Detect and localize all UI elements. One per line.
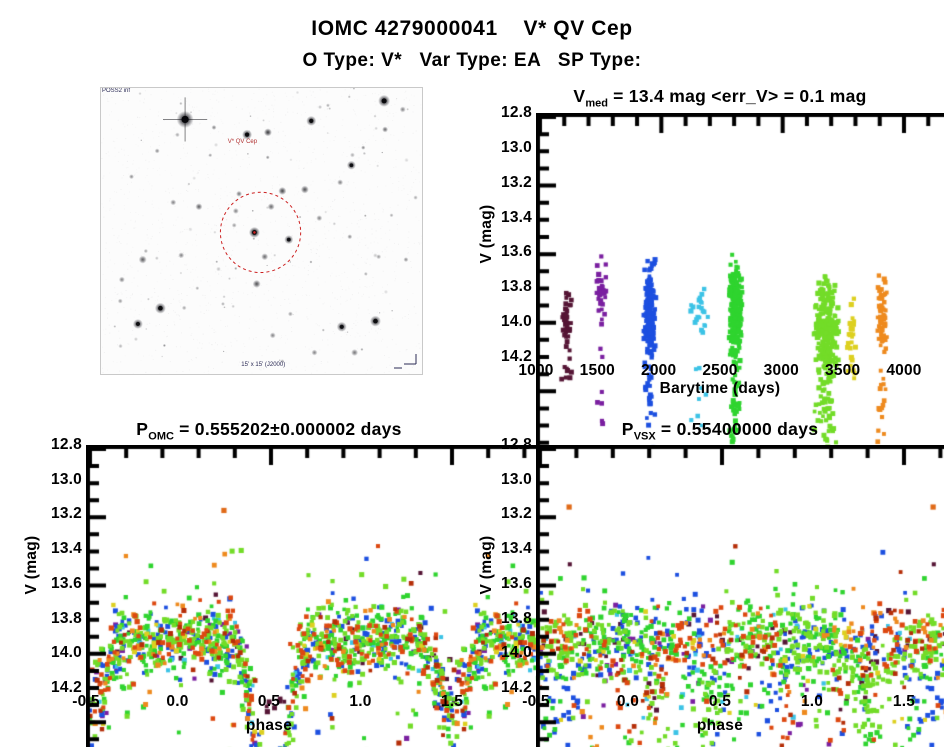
y-tick-label: 13.6 [51, 574, 82, 592]
x-tick-label: 2500 [702, 362, 738, 379]
y-tick-label: 13.2 [501, 173, 532, 191]
x-tick-label: 0.0 [166, 693, 189, 710]
vsx-ylabel: V (mag) [478, 535, 495, 595]
vsx-plot-title: PVSX = 0.55400000 days [621, 419, 819, 443]
finder-survey-label: POSS2 inf [102, 88, 131, 94]
x-tick-label: -0.5 [72, 693, 100, 710]
y-tick-label: 13.6 [501, 574, 532, 592]
finder-scale-label: 15' x 15' (J2000) [241, 361, 286, 368]
y-tick-label: 14.2 [51, 679, 82, 696]
omc-plot-title: POMC = 0.555202±0.000002 days [136, 419, 402, 443]
x-tick-label: 3000 [763, 362, 799, 379]
vsx-xlabel: phase [696, 717, 744, 734]
y-tick-label: 13.0 [51, 470, 82, 488]
y-tick-label: 13.2 [51, 505, 82, 523]
finder-chart: POSS2 inf V* QV Cep 15' x 15' (J2000) [100, 87, 423, 375]
omc-ylabel: V (mag) [23, 535, 40, 595]
y-tick-label: 13.4 [501, 540, 532, 558]
y-tick-label: 13.8 [501, 278, 532, 296]
x-tick-label: 1.5 [892, 693, 916, 710]
y-tick-label: 12.8 [501, 104, 532, 121]
page-subtitle: O Type: V* Var Type: EA SP Type: [302, 50, 642, 71]
y-tick-label: 12.8 [51, 436, 82, 453]
x-tick-label: 0.5 [257, 693, 281, 710]
y-tick-label: 13.4 [501, 208, 532, 226]
barytime-plot-title: Vmed = 13.4 mag <err_V> = 0.1 mag [573, 86, 867, 110]
x-tick-label: 1500 [579, 362, 615, 379]
y-tick-label: 14.0 [51, 644, 82, 662]
finder-canvas [100, 87, 423, 375]
barytime-xlabel: Barytime (days) [659, 380, 781, 397]
y-tick-label: 13.8 [51, 609, 82, 627]
y-tick-label: 13.6 [501, 243, 532, 261]
y-tick-label: 13.8 [501, 609, 532, 627]
x-tick-label: 4000 [886, 362, 922, 379]
finder-target-label: V* QV Cep [227, 139, 258, 146]
y-tick-label: 14.2 [501, 348, 532, 365]
x-tick-label: 0.5 [708, 693, 732, 710]
x-tick-label: 1000 [518, 362, 554, 379]
y-tick-label: 14.2 [501, 679, 532, 696]
omc-xlabel: phase [245, 717, 293, 734]
y-tick-label: 13.2 [501, 505, 532, 523]
x-tick-label: 3500 [825, 362, 861, 379]
x-tick-label: 0.0 [616, 693, 640, 710]
x-tick-label: 2000 [641, 362, 677, 379]
x-tick-label: 1.0 [349, 693, 372, 710]
y-tick-label: 13.4 [51, 540, 82, 558]
x-tick-label: 1.5 [440, 693, 464, 710]
barytime-ylabel: V (mag) [478, 204, 495, 264]
y-tick-label: 14.0 [501, 644, 532, 662]
x-tick-label: 1.0 [800, 693, 824, 710]
y-tick-label: 12.8 [501, 436, 532, 453]
x-tick-label: -0.5 [522, 693, 550, 710]
y-tick-label: 13.0 [501, 138, 532, 156]
y-tick-label: 13.0 [501, 470, 532, 488]
page-title: IOMC 4279000041 V* QV Cep [311, 17, 633, 40]
y-tick-label: 14.0 [501, 313, 532, 331]
vsx-phase-plot [536, 445, 944, 747]
